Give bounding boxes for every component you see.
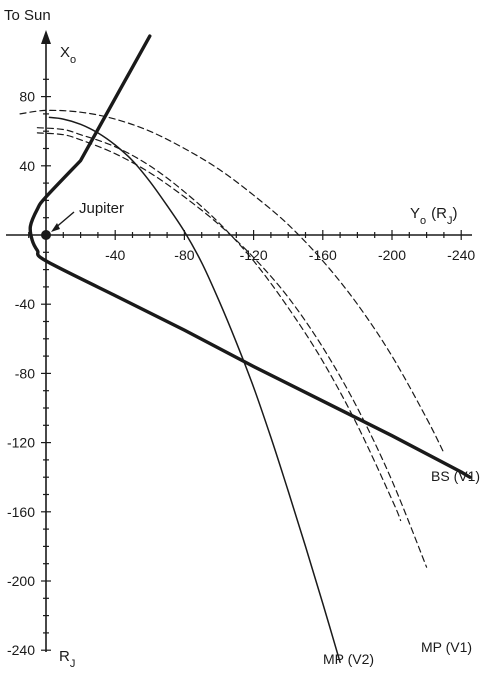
y-tick-label: -200 (7, 573, 35, 589)
curve-v1-trajectory (28, 34, 472, 479)
y-tick-label: -240 (7, 642, 35, 658)
jupiter-pointer-head (51, 223, 60, 232)
x-tick-label: -160 (309, 247, 337, 263)
series-label-bs-v1: BS (V1) (431, 468, 480, 484)
curve-mp-v1 (36, 132, 428, 568)
y-axis-title: Xo (60, 44, 76, 66)
y-tick-label: -40 (15, 296, 35, 312)
y-tick-label: 80 (19, 89, 35, 105)
x-tick-label: -40 (105, 247, 125, 263)
series-label-mp-v1: MP (V1) (421, 639, 472, 655)
y-tick-label: 40 (19, 158, 35, 174)
x-tick-label: -200 (378, 247, 406, 263)
y-axis-arrowhead (41, 30, 51, 44)
jupiter-dot (41, 230, 51, 240)
x-axis-title: Yo (RJ) (410, 205, 457, 227)
curve-2 (36, 127, 402, 522)
units-label: RJ (59, 648, 75, 670)
x-tick-label: -240 (447, 247, 475, 263)
axes (6, 30, 472, 652)
curve-bs-v1 (19, 109, 445, 454)
jupiter-label: Jupiter (79, 200, 124, 217)
y-tick-label: -120 (7, 435, 35, 451)
jupiter-marker: Jupiter (41, 200, 124, 240)
series-label-mp-v2: MP (V2) (323, 651, 374, 667)
top-label: To Sun (4, 7, 51, 24)
curves (19, 34, 472, 664)
x-tick-label: -80 (174, 247, 194, 263)
y-tick-label: -160 (7, 504, 35, 520)
y-tick-label: -80 (15, 365, 35, 381)
